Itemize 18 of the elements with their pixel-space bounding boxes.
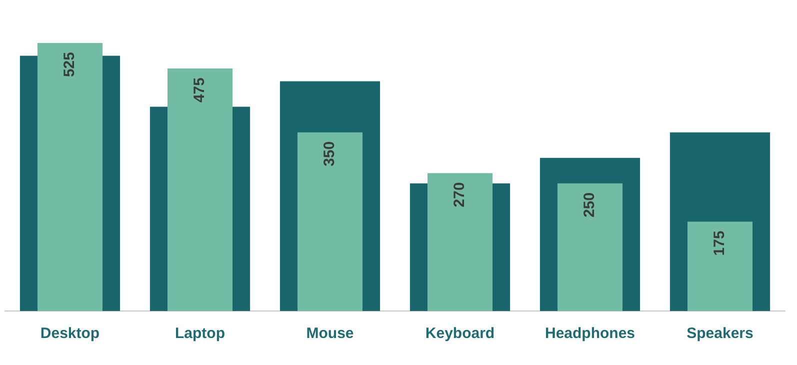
data-label: 250	[581, 192, 598, 218]
data-label: 270	[451, 182, 468, 208]
data-label: 525	[61, 52, 78, 78]
data-label: 350	[321, 141, 338, 166]
x-tick-label: Headphones	[544, 325, 636, 342]
x-tick-label: Keyboard	[425, 325, 495, 342]
bar	[38, 43, 102, 311]
x-tick-label: Speakers	[686, 325, 754, 342]
data-label: 475	[191, 78, 208, 103]
bar	[428, 173, 492, 311]
bar	[298, 132, 362, 311]
bar	[688, 222, 752, 311]
x-tick-label: Mouse	[306, 325, 354, 342]
bar	[558, 183, 622, 311]
data-label: 175	[711, 230, 728, 256]
x-tick-label: Laptop	[175, 325, 225, 342]
x-tick-label: Desktop	[40, 325, 100, 342]
bar	[168, 68, 232, 311]
